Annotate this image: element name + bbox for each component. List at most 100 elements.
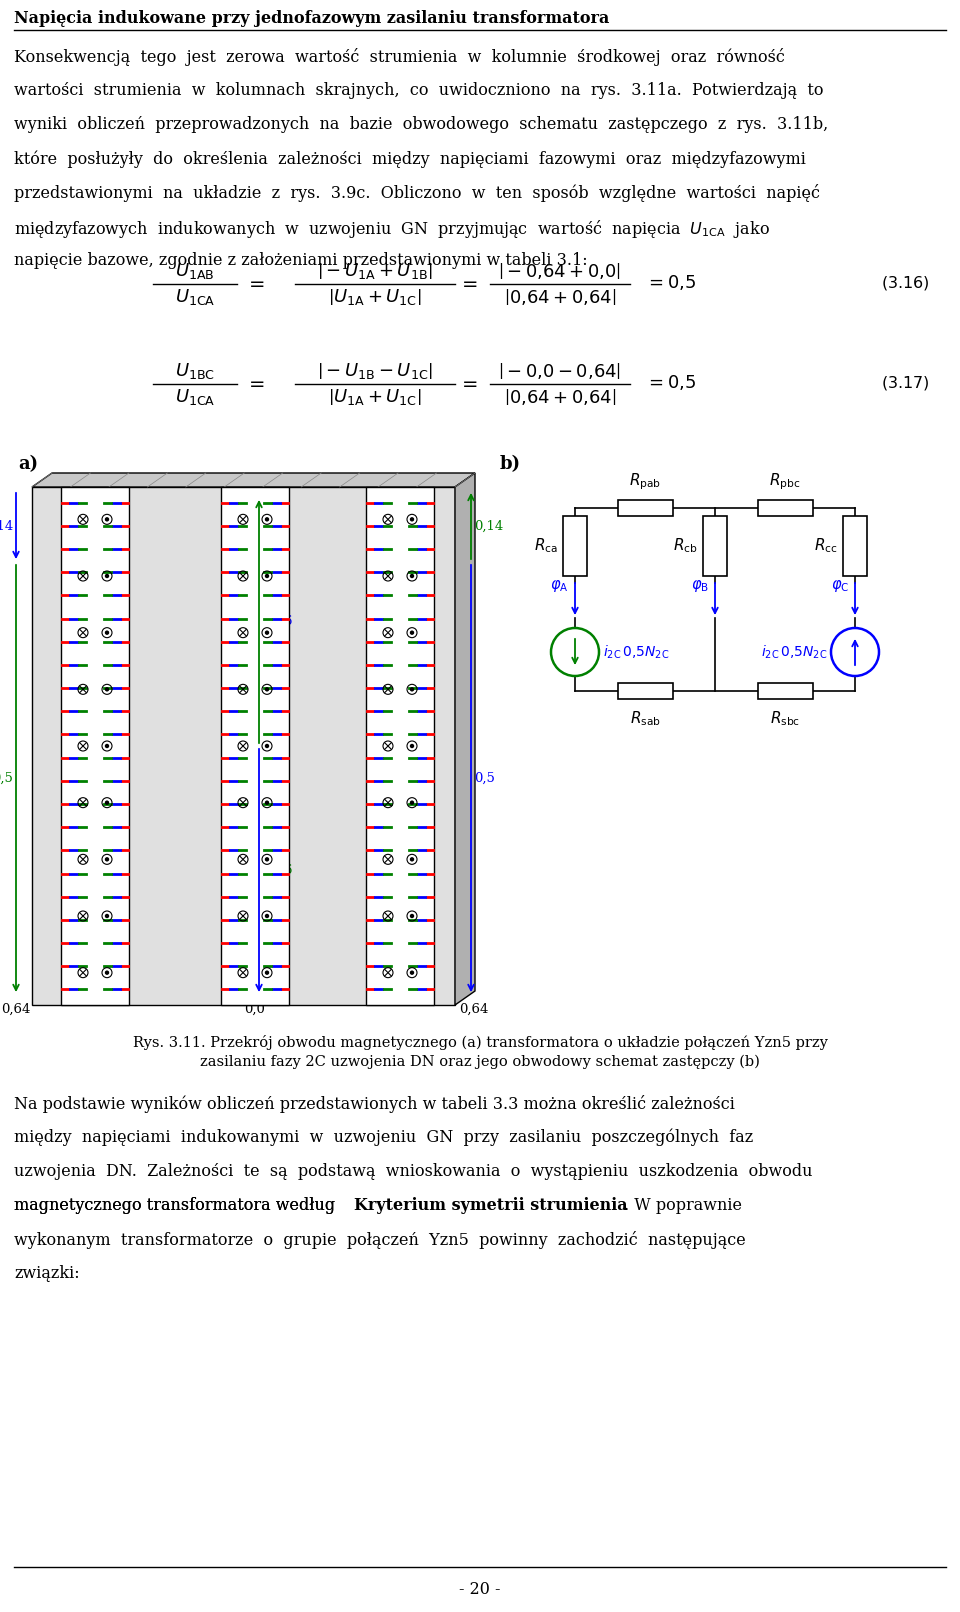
Text: Rys. 3.11. Przekrój obwodu magnetycznego (a) transformatora o układzie połączeń : Rys. 3.11. Przekrój obwodu magnetycznego… [132,1035,828,1049]
Text: $U_{\mathrm{1BC}}$: $U_{\mathrm{1BC}}$ [175,361,215,380]
Circle shape [106,517,108,521]
Text: 0,14: 0,14 [474,519,503,532]
Circle shape [411,858,414,861]
Text: 0,5: 0,5 [0,772,13,785]
Text: przedstawionymi  na  układzie  z  rys.  3.9c.  Obliczono  w  ten  sposób  względ: przedstawionymi na układzie z rys. 3.9c.… [14,184,820,202]
Text: $R_{\mathrm{cb}}$: $R_{\mathrm{cb}}$ [673,537,698,556]
Text: . W poprawnie: . W poprawnie [624,1198,742,1214]
Circle shape [411,517,414,521]
Circle shape [411,801,414,804]
Text: $=0{,}5$: $=0{,}5$ [645,374,696,392]
Text: 0,36: 0,36 [263,616,293,629]
Circle shape [266,517,269,521]
Bar [221,487,289,1004]
Text: $\varphi_{\mathrm{B}}$: $\varphi_{\mathrm{B}}$ [691,579,709,593]
Circle shape [106,970,108,974]
Text: $U_{\mathrm{1CA}}$: $U_{\mathrm{1CA}}$ [175,387,215,406]
Text: 0,64: 0,64 [1,1003,31,1016]
Circle shape [266,970,269,974]
Circle shape [411,914,414,917]
Text: $(3.17)$: $(3.17)$ [881,374,930,392]
Text: $U_{\mathrm{1AB}}$: $U_{\mathrm{1AB}}$ [176,261,215,280]
Bar [703,516,727,575]
Text: 0,14: 0,14 [0,519,13,532]
Text: $R_{\mathrm{pbc}}$: $R_{\mathrm{pbc}}$ [769,471,801,492]
Text: $U_{\mathrm{1CA}}$: $U_{\mathrm{1CA}}$ [175,287,215,306]
Polygon shape [32,472,475,487]
Bar [617,500,673,516]
Bar [757,683,812,700]
Text: $(3.16)$: $(3.16)$ [881,274,930,292]
Circle shape [266,801,269,804]
Text: międzyfazowych  indukowanych  w  uzwojeniu  GN  przyjmując  wartość  napięcia  $: międzyfazowych indukowanych w uzwojeniu … [14,218,770,240]
Text: wyniki  obliczeń  przeprowadzonych  na  bazie  obwodowego  schematu  zastępczego: wyniki obliczeń przeprowadzonych na bazi… [14,116,828,134]
Text: magnetycznego transformatora według: magnetycznego transformatora według [14,1198,335,1214]
Text: $\left|0{,}64+0{,}64\right|$: $\left|0{,}64+0{,}64\right|$ [504,287,616,306]
Text: b): b) [500,455,521,472]
Text: $R_{\mathrm{sab}}$: $R_{\mathrm{sab}}$ [630,709,660,727]
Bar [366,487,434,1004]
Text: $\left|U_{\mathrm{1A}}+U_{\mathrm{1C}}\right|$: $\left|U_{\mathrm{1A}}+U_{\mathrm{1C}}\r… [328,287,421,306]
Text: magnetycznego transformatora według: magnetycznego transformatora według [14,1198,340,1214]
Text: $R_{\mathrm{sbc}}$: $R_{\mathrm{sbc}}$ [770,709,800,727]
Text: a): a) [18,455,38,472]
Circle shape [411,632,414,634]
Text: $R_{\mathrm{ca}}$: $R_{\mathrm{ca}}$ [534,537,558,556]
Text: $\left|-0{,}64+0{,}0\right|$: $\left|-0{,}64+0{,}0\right|$ [498,261,621,280]
Circle shape [411,574,414,577]
Circle shape [106,688,108,692]
Circle shape [106,858,108,861]
Bar [563,516,587,575]
Polygon shape [32,487,455,1004]
Text: 0,64: 0,64 [459,1003,489,1016]
Circle shape [106,801,108,804]
Text: $R_{\mathrm{pab}}$: $R_{\mathrm{pab}}$ [629,471,661,492]
Text: $=$: $=$ [458,274,478,292]
Text: $\left|U_{\mathrm{1A}}+U_{\mathrm{1C}}\right|$: $\left|U_{\mathrm{1A}}+U_{\mathrm{1C}}\r… [328,387,421,406]
Text: $\left|-U_{\mathrm{1A}}+U_{\mathrm{1B}}\right|$: $\left|-U_{\mathrm{1A}}+U_{\mathrm{1B}}\… [317,261,433,280]
Circle shape [411,745,414,748]
Text: $R_{\mathrm{cc}}$: $R_{\mathrm{cc}}$ [814,537,838,556]
Text: $\left|-0{,}0-0{,}64\right|$: $\left|-0{,}0-0{,}64\right|$ [498,361,621,380]
Text: zasilaniu fazy 2C uzwojenia DN oraz jego obwodowy schemat zastępczy (b): zasilaniu fazy 2C uzwojenia DN oraz jego… [200,1054,760,1069]
Text: 0,36: 0,36 [263,864,293,877]
Text: $=$: $=$ [245,274,265,292]
Text: między  napięciami  indukowanymi  w  uzwojeniu  GN  przy  zasilaniu  poszczególn: między napięciami indukowanymi w uzwojen… [14,1128,754,1146]
Text: $=$: $=$ [458,374,478,392]
Text: Napięcia indukowane przy jednofazowym zasilaniu transformatora: Napięcia indukowane przy jednofazowym za… [14,10,610,27]
Text: wykonanym  transformatorze  o  grupie  połączeń  Yzn5  powinny  zachodzić  nastę: wykonanym transformatorze o grupie połąc… [14,1232,746,1249]
Text: $=$: $=$ [245,374,265,392]
Circle shape [106,632,108,634]
Text: $\left|-U_{\mathrm{1B}}-U_{\mathrm{1C}}\right|$: $\left|-U_{\mathrm{1B}}-U_{\mathrm{1C}}\… [317,361,433,380]
Bar [843,516,867,575]
Text: $=0{,}5$: $=0{,}5$ [645,274,696,292]
Circle shape [266,914,269,917]
Circle shape [266,858,269,861]
Text: $\varphi_{\mathrm{A}}$: $\varphi_{\mathrm{A}}$ [550,579,569,593]
Text: $i_{\mathrm{2C}}\,0{,}5N_{\mathrm{2C}}$: $i_{\mathrm{2C}}\,0{,}5N_{\mathrm{2C}}$ [603,643,669,661]
Text: 0,5: 0,5 [474,772,494,785]
Text: Kryterium symetrii strumienia: Kryterium symetrii strumienia [354,1198,628,1214]
Circle shape [266,688,269,692]
Text: wartości  strumienia  w  kolumnach  skrajnych,  co  uwidoczniono  na  rys.  3.11: wartości strumienia w kolumnach skrajnyc… [14,82,824,98]
Text: Konsekwencją  tego  jest  zerowa  wartość  strumienia  w  kolumnie  środkowej  o: Konsekwencją tego jest zerowa wartość st… [14,48,785,66]
Text: 0,0: 0,0 [245,1003,265,1016]
Text: $\varphi_{\mathrm{C}}$: $\varphi_{\mathrm{C}}$ [830,579,849,593]
Text: - 20 -: - 20 - [459,1581,501,1599]
Text: $i_{\mathrm{2C}}\,0{,}5N_{\mathrm{2C}}$: $i_{\mathrm{2C}}\,0{,}5N_{\mathrm{2C}}$ [760,643,827,661]
Text: napięcie bazowe, zgodnie z założeniami przedstawionymi w tabeli 3.1:: napięcie bazowe, zgodnie z założeniami p… [14,251,588,269]
Circle shape [106,574,108,577]
Circle shape [411,688,414,692]
Text: Na podstawie wyników obliczeń przedstawionych w tabeli 3.3 można określić zależn: Na podstawie wyników obliczeń przedstawi… [14,1095,734,1112]
Circle shape [106,914,108,917]
Bar [617,683,673,700]
Circle shape [266,632,269,634]
Text: związki:: związki: [14,1265,80,1282]
Circle shape [266,745,269,748]
Text: uzwojenia  DN.  Zależności  te  są  podstawą  wnioskowania  o  wystąpieniu  uszk: uzwojenia DN. Zależności te są podstawą … [14,1162,812,1180]
Bar [61,487,129,1004]
Bar [757,500,812,516]
Text: które  posłużyły  do  określenia  zależności  między  napięciami  fazowymi  oraz: które posłużyły do określenia zależności… [14,150,805,168]
Circle shape [266,574,269,577]
Circle shape [106,745,108,748]
